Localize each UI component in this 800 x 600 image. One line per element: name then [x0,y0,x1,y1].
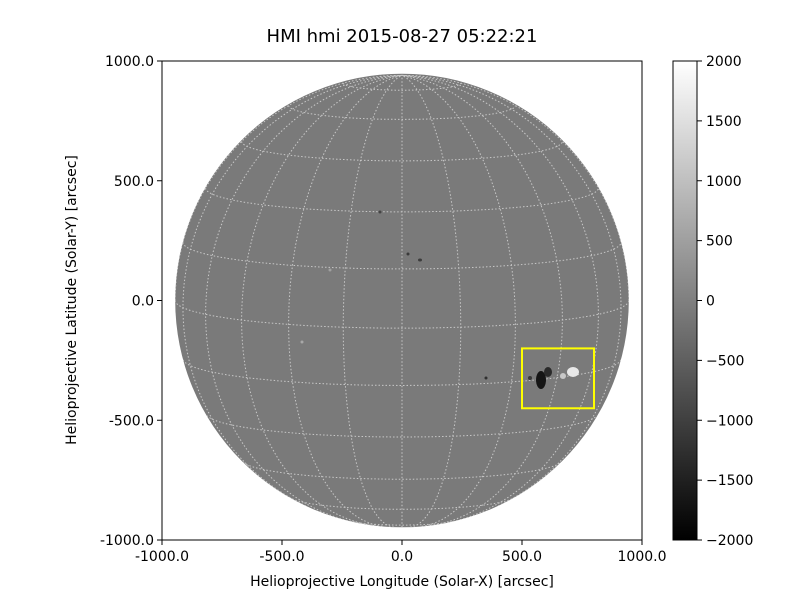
y-tick-label: 500.0 [114,174,154,190]
x-tick-label: 500.0 [502,549,542,565]
y-tick-label: 0.0 [132,294,154,310]
colorbar-tick-label: 2000 [706,54,742,70]
x-tick-label: -500.0 [259,549,304,565]
grid-parallel [342,83,462,91]
grid-parallel [175,300,629,329]
grid-parallel [205,187,599,213]
y-axis-label: Helioprojective Latitude (Solar-Y) [arcs… [64,155,80,445]
x-tick-label: -1000.0 [135,549,189,565]
y-axis: 1000.0 500.0 0.0 -500.0 -1000.0 [100,54,162,549]
plage-negative [418,258,422,262]
colorbar-tick-label: −500 [706,353,744,369]
grid-parallel [288,105,516,120]
colorbar-tick-label: 500 [706,234,733,250]
solar-disk [175,73,629,528]
plage-negative [484,376,488,380]
y-tick-label: -1000.0 [100,533,154,549]
plage-negative [406,252,410,256]
colorbar-gradient [672,60,698,541]
grid-meridian [401,74,563,527]
sunspot-positive [560,373,566,379]
sunspot-positive [567,367,579,377]
plot-area [161,60,643,541]
colorbar-tick-label: 1500 [706,114,742,130]
grid-parallel [182,242,622,270]
plage-negative [378,210,382,214]
chart-title: HMI hmi 2015-08-27 05:22:21 [267,26,538,47]
colorbar-axis: 2000 1500 1000 500 0 −500 −1000 −1500 −2000 [697,54,753,549]
grid-meridian [401,74,599,523]
coordinate-grid [175,74,629,528]
x-tick-label: 1000.0 [618,549,667,565]
grid-meridian [205,74,403,523]
sunspot-negative [536,371,546,389]
grid-parallel [241,141,563,162]
grid-meridian [182,74,403,507]
grid-parallel [206,415,598,438]
colorbar: 2000 1500 1000 500 0 −500 −1000 −1500 −2000 [672,54,753,549]
sunspot-negative [544,367,552,377]
colorbar-tick-label: −2000 [706,533,753,549]
region-of-interest-box [521,347,595,410]
plage-positive [328,268,332,272]
y-tick-label: -500.0 [109,413,154,429]
grid-meridian [342,74,403,528]
x-axis-label: Helioprojective Longitude (Solar-X) [arc… [250,574,554,590]
grid-meridian [401,74,622,507]
plage-negative [528,376,532,380]
colorbar-tick-label: −1000 [706,413,753,429]
grid-parallel [182,359,622,387]
plage-positive [300,340,304,344]
colorbar-tick-label: 1000 [706,174,742,190]
y-tick-label: 1000.0 [105,54,154,70]
grid-meridian [241,74,403,527]
colorbar-tick-label: −1500 [706,473,753,489]
grid-meridian [401,74,462,528]
x-tick-label: 0.0 [391,549,413,565]
grid-parallel [242,462,562,480]
active-region-features [300,210,579,389]
colorbar-tick-label: 0 [706,294,715,310]
x-axis: -1000.0 -500.0 0.0 500.0 1000.0 [135,540,667,565]
